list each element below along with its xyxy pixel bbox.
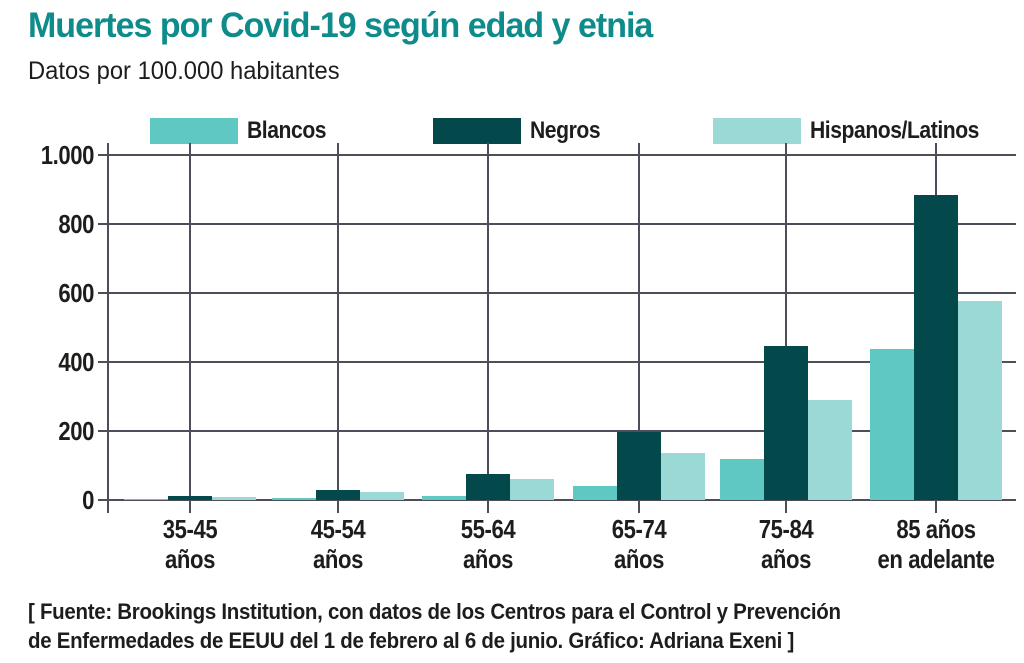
bar-blancos-0 — [124, 498, 168, 500]
x-label-line2-3: años — [614, 544, 664, 574]
legend-item-negros: Negros — [433, 116, 610, 146]
bar-negros-1 — [316, 490, 360, 500]
x-label-2: 55-64 años — [407, 514, 569, 574]
bar-blancos-5 — [870, 349, 914, 500]
bar-blancos-2 — [422, 495, 466, 500]
gridline-h-0 — [98, 499, 1016, 501]
gridline-h-1000 — [98, 154, 1016, 156]
x-label-5: 85 años en adelante — [855, 514, 1017, 574]
x-label-line1-1: 45-54 — [310, 514, 366, 544]
x-label-line1-3: 65-74 — [611, 514, 667, 544]
legend-swatch-hispanos-latinos — [713, 118, 801, 144]
bar-hispanos-latinos-3 — [661, 453, 705, 500]
x-label-line1-0: 35-45 — [162, 514, 218, 544]
x-label-line1-4: 75-84 — [758, 514, 814, 544]
legend-swatch-blancos — [150, 118, 238, 144]
y-axis-line — [107, 143, 109, 513]
bar-negros-4 — [764, 346, 808, 500]
x-tick-2 — [487, 500, 489, 513]
chart-subtitle: Datos por 100.000 habitantes — [28, 57, 340, 85]
source-line-1: [ Fuente: Brookings Institution, con dat… — [28, 599, 841, 624]
x-tick-5 — [935, 500, 937, 513]
gridline-v-2 — [487, 143, 489, 500]
x-label-1: 45-54 años — [257, 514, 419, 574]
y-tick-label-800: 800 — [58, 209, 94, 239]
bar-negros-5 — [914, 194, 958, 500]
source-note: [ Fuente: Brookings Institution, con dat… — [28, 597, 841, 655]
x-tick-1 — [337, 500, 339, 513]
source-line-2: de Enfermedades de EEUU del 1 de febrero… — [28, 628, 794, 653]
legend-swatch-negros — [433, 118, 521, 144]
x-tick-4 — [785, 500, 787, 513]
x-label-line1-5: 85 años — [896, 514, 976, 544]
bar-negros-3 — [617, 432, 661, 500]
legend-item-blancos: Blancos — [150, 116, 337, 146]
x-label-3: 65-74 años — [558, 514, 720, 574]
bar-hispanos-latinos-2 — [510, 479, 554, 500]
y-tick-label-200: 200 — [58, 416, 94, 446]
x-label-line2-2: años — [463, 544, 513, 574]
gridline-v-3 — [638, 143, 640, 500]
bar-negros-2 — [466, 473, 510, 500]
gridline-v-1 — [337, 143, 339, 500]
x-label-line1-2: 55-64 — [460, 514, 516, 544]
y-tick-label-0: 0 — [82, 485, 94, 515]
x-label-line2-1: años — [313, 544, 363, 574]
legend-item-hispanos-latinos: Hispanos/Latinos — [713, 116, 1002, 146]
gridline-v-4 — [785, 143, 787, 500]
bar-negros-0 — [168, 495, 212, 500]
y-tick-label-400: 400 — [58, 347, 94, 377]
bar-blancos-1 — [272, 497, 316, 500]
gridline-h-400 — [98, 361, 1016, 363]
legend-label-hispanos-latinos: Hispanos/Latinos — [810, 117, 979, 144]
gridline-h-800 — [98, 223, 1016, 225]
x-tick-3 — [638, 500, 640, 513]
bar-hispanos-latinos-0 — [212, 496, 256, 500]
gridline-v-0 — [189, 143, 191, 500]
bar-blancos-4 — [720, 458, 764, 500]
page-title: Muertes por Covid-19 según edad y etnia — [28, 6, 653, 45]
x-label-4: 75-84 años — [705, 514, 867, 574]
y-tick-label-1000: 1.000 — [40, 140, 95, 170]
x-label-line2-5: en adelante — [877, 544, 995, 574]
x-label-0: 35-45 años — [109, 514, 271, 574]
legend-label-blancos: Blancos — [247, 117, 327, 144]
gridline-h-600 — [98, 292, 1016, 294]
bar-hispanos-latinos-4 — [808, 399, 852, 500]
x-label-line2-4: años — [761, 544, 811, 574]
y-tick-label-600: 600 — [58, 278, 94, 308]
bar-blancos-3 — [573, 486, 617, 500]
bar-hispanos-latinos-1 — [360, 492, 404, 500]
legend-label-negros: Negros — [530, 117, 601, 144]
gridline-h-200 — [98, 430, 1016, 432]
bar-hispanos-latinos-5 — [958, 300, 1002, 500]
x-tick-0 — [189, 500, 191, 513]
x-label-line2-0: años — [165, 544, 215, 574]
